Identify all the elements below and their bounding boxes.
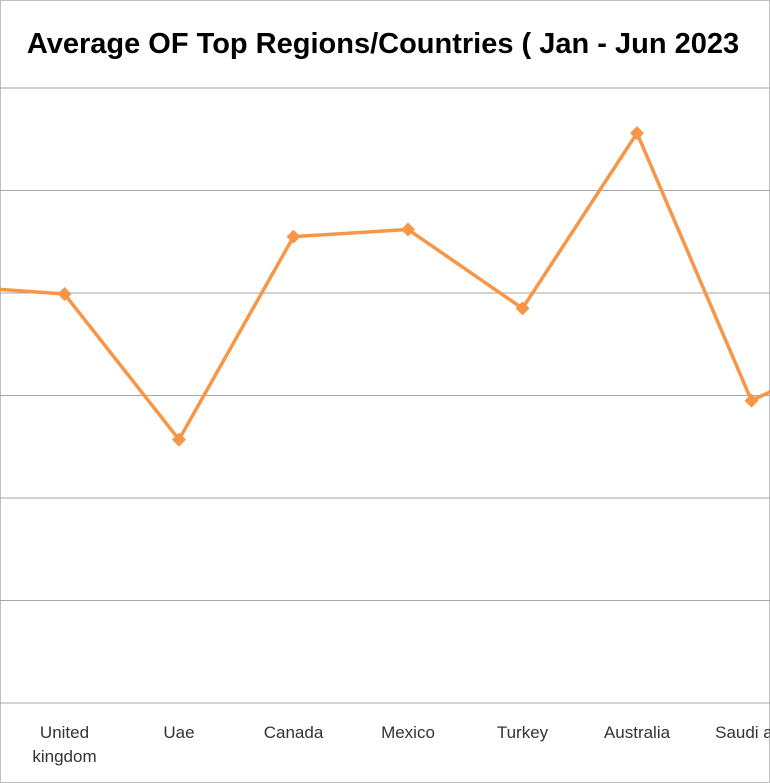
x-axis-ticks: sUnitedkingdomUaeCanadaMexicoTurkeyAustr… (32, 723, 770, 766)
data-point-marker (515, 301, 530, 316)
x-tick-label: Uae (163, 723, 194, 742)
data-point-marker (57, 287, 72, 302)
x-tick-label: Saudi ara (715, 723, 770, 742)
x-tick-label: United kingdom (32, 723, 96, 766)
x-tick-label: Mexico (381, 723, 435, 742)
chart-title: Average OF Top Regions/Countries ( Jan -… (27, 28, 739, 60)
data-point-marker (172, 432, 186, 447)
data-point-marker (286, 229, 301, 244)
x-tick-label: Turkey (497, 723, 549, 742)
x-tick-label: Australia (604, 723, 671, 742)
data-point-marker (744, 393, 759, 408)
data-point-marker (630, 126, 644, 141)
series-group (0, 126, 770, 447)
x-tick-label: Canada (264, 723, 324, 742)
gridlines (0, 87, 770, 704)
data-point-marker (401, 222, 415, 237)
